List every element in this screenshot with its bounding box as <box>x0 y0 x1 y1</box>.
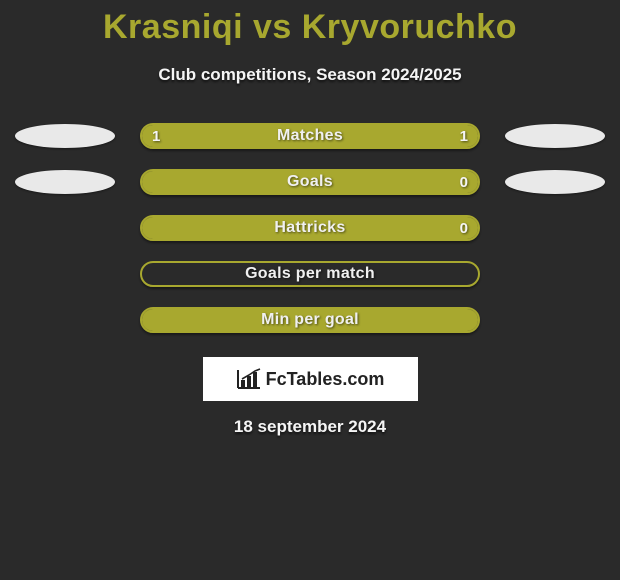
stat-label: Goals per match <box>142 263 478 285</box>
stat-label: Matches <box>142 125 478 147</box>
left-ellipse <box>15 170 115 194</box>
brand-text: FcTables.com <box>266 369 385 390</box>
stat-bar: Goals per match <box>140 261 480 287</box>
left-side-slot <box>10 124 120 148</box>
stat-label: Goals <box>142 171 478 193</box>
stat-bar: 0Hattricks <box>140 215 480 241</box>
left-side-slot <box>10 170 120 194</box>
stat-row: Min per goal <box>0 297 620 343</box>
right-side-slot <box>500 124 610 148</box>
page-subtitle: Club competitions, Season 2024/2025 <box>0 65 620 85</box>
bar-chart-icon <box>236 368 262 390</box>
stat-label: Min per goal <box>142 309 478 331</box>
footer-date: 18 september 2024 <box>0 417 620 437</box>
right-ellipse <box>505 170 605 194</box>
stat-label: Hattricks <box>142 217 478 239</box>
comparison-rows: 11Matches 0Goals 0Hattricks Goals per match… <box>0 113 620 343</box>
stat-row: 11Matches <box>0 113 620 159</box>
stat-row: Goals per match <box>0 251 620 297</box>
stat-bar: 0Goals <box>140 169 480 195</box>
left-ellipse <box>15 124 115 148</box>
page-title: Krasniqi vs Kryvoruchko <box>0 0 620 47</box>
stat-row: 0Hattricks <box>0 205 620 251</box>
right-ellipse <box>505 124 605 148</box>
right-side-slot <box>500 170 610 194</box>
stat-bar: Min per goal <box>140 307 480 333</box>
stat-bar: 11Matches <box>140 123 480 149</box>
brand-box[interactable]: FcTables.com <box>203 357 418 401</box>
stat-row: 0Goals <box>0 159 620 205</box>
